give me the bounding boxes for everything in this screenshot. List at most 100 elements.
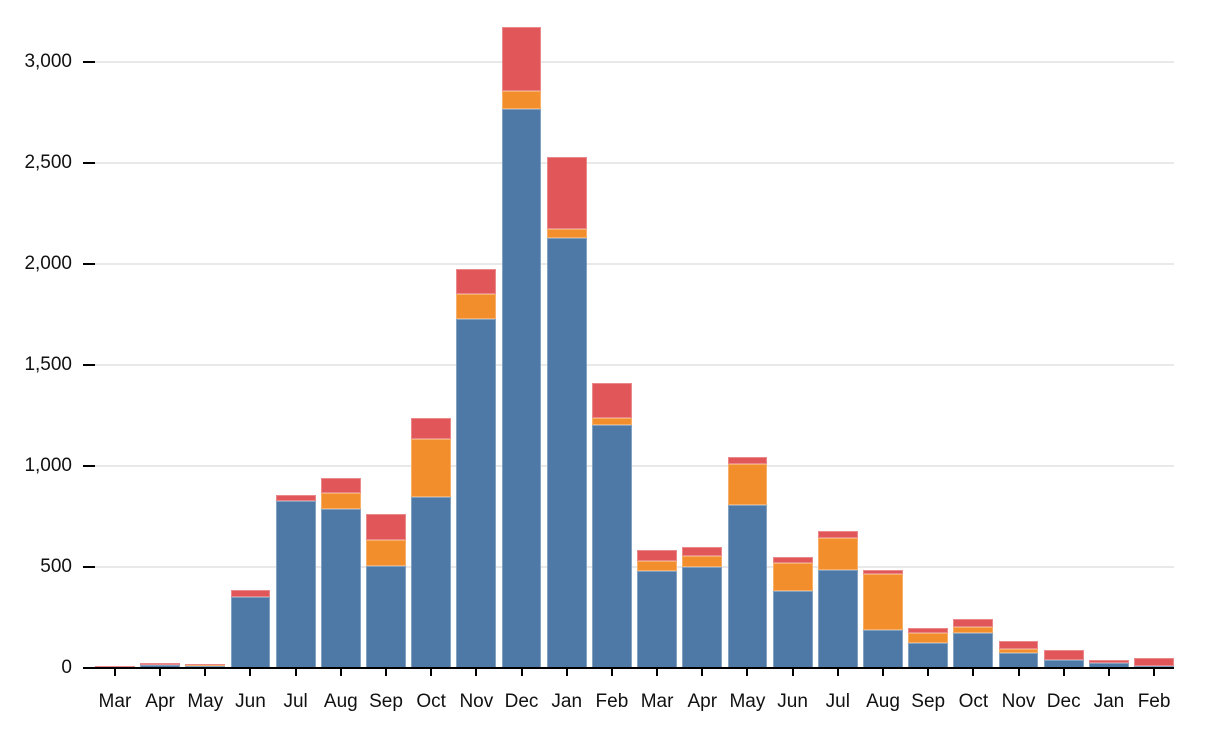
red-segment <box>546 156 587 229</box>
red-segment <box>1043 649 1084 660</box>
blue-segment <box>772 591 813 668</box>
bar-jun-3 <box>230 589 271 668</box>
y-axis-tick <box>83 465 95 467</box>
y-gridline <box>95 566 1174 568</box>
red-segment <box>591 383 632 418</box>
red-segment <box>501 26 542 92</box>
blue-segment <box>546 237 587 668</box>
x-axis-label: Dec <box>504 691 539 712</box>
orange-segment <box>863 574 903 631</box>
bar-sep-18 <box>908 628 949 668</box>
red-segment <box>727 456 768 464</box>
y-axis-label: 0 <box>61 657 72 678</box>
bar-jul-16 <box>817 531 858 668</box>
y-gridline <box>95 465 1174 467</box>
x-axis-line <box>83 667 1174 669</box>
x-axis-label: Dec <box>1046 691 1081 712</box>
y-axis-tick <box>83 263 95 265</box>
x-axis-label: Nov <box>459 691 494 712</box>
x-axis-label: Aug <box>866 691 900 712</box>
bar-feb-23 <box>1134 657 1174 668</box>
bar-oct-19 <box>953 619 994 668</box>
bar-sep-6 <box>366 513 406 668</box>
x-axis-tick <box>927 669 930 676</box>
x-axis-tick <box>565 669 568 676</box>
blue-segment <box>727 505 768 668</box>
red-segment <box>411 417 452 439</box>
blue-segment <box>1134 665 1174 668</box>
x-axis-tick <box>249 669 252 676</box>
y-gridline <box>95 61 1174 63</box>
blue-segment <box>637 571 677 668</box>
x-axis-label: Mar <box>640 691 674 712</box>
orange-segment <box>817 537 858 571</box>
blue-segment <box>140 664 181 668</box>
bar-apr-1 <box>140 662 181 668</box>
blue-segment <box>1088 662 1129 668</box>
red-segment <box>185 664 226 665</box>
bar-jan-22 <box>1088 659 1129 668</box>
x-axis-tick <box>746 669 749 676</box>
bar-dec-21 <box>1043 649 1084 668</box>
x-axis-tick <box>791 669 794 676</box>
x-axis-tick <box>1153 669 1156 676</box>
x-axis-tick <box>113 669 116 676</box>
x-axis-tick <box>610 669 613 676</box>
x-axis-label: Oct <box>416 691 446 712</box>
x-axis-label: Feb <box>595 691 629 712</box>
blue-segment <box>501 109 542 668</box>
red-segment <box>682 546 723 556</box>
y-gridline <box>95 364 1174 366</box>
y-axis-tick <box>83 566 95 568</box>
blue-segment <box>185 665 226 668</box>
y-axis-label: 2,000 <box>24 253 72 274</box>
x-axis-label: Jan <box>551 691 583 712</box>
x-axis-tick <box>204 669 207 676</box>
blue-segment <box>275 501 316 668</box>
orange-segment <box>456 294 497 319</box>
y-axis-label: 3,000 <box>24 51 72 72</box>
y-axis-label: 2,500 <box>24 152 72 173</box>
bar-nov-20 <box>998 640 1039 668</box>
x-axis-label: Jun <box>235 691 266 712</box>
x-axis-label: Sep <box>911 691 946 712</box>
red-segment <box>817 531 858 538</box>
x-axis-label: Nov <box>1001 691 1036 712</box>
orange-segment <box>772 562 813 592</box>
red-segment <box>1134 657 1174 666</box>
x-axis-tick <box>1062 669 1065 676</box>
orange-segment <box>998 648 1039 653</box>
blue-segment <box>908 642 949 668</box>
bar-jul-4 <box>275 494 316 668</box>
x-axis-tick <box>1017 669 1020 676</box>
x-axis-tick <box>339 669 342 676</box>
blue-segment <box>411 497 452 668</box>
orange-segment <box>411 438 452 498</box>
x-axis-label: Apr <box>687 691 718 712</box>
x-axis-tick <box>972 669 975 676</box>
x-axis-tick <box>385 669 387 676</box>
red-segment <box>275 494 316 502</box>
orange-segment <box>908 632 949 643</box>
y-axis-label: 500 <box>40 556 72 577</box>
red-segment <box>230 589 271 598</box>
x-axis-label: Feb <box>1137 691 1171 712</box>
x-axis-tick <box>1107 669 1110 676</box>
bar-may-2 <box>185 664 226 668</box>
x-axis-tick <box>701 669 704 676</box>
orange-segment <box>320 493 361 510</box>
x-axis-tick <box>294 669 297 676</box>
bar-mar-12 <box>637 549 677 668</box>
blue-segment <box>817 570 858 668</box>
red-segment <box>908 628 949 633</box>
x-axis-tick <box>836 669 839 676</box>
x-axis-tick <box>475 669 478 676</box>
blue-segment <box>366 566 406 668</box>
red-segment <box>637 549 677 561</box>
bar-feb-11 <box>591 383 632 668</box>
y-gridline <box>95 263 1174 265</box>
blue-segment <box>682 567 723 668</box>
blue-segment <box>320 509 361 668</box>
orange-segment <box>501 91 542 110</box>
